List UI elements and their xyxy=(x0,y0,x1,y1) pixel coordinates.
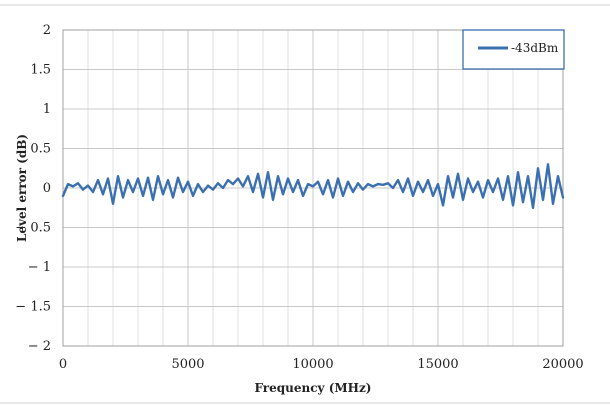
series-layer xyxy=(61,163,565,210)
y-tick-label: − 1.5 xyxy=(15,300,51,315)
y-tick-labels: 2 1.5 1 0.5 0 − 0.5 − 1 − 1.5 − 2 xyxy=(15,23,51,354)
y-tick-label: 1.5 xyxy=(30,63,51,78)
legend: -43dBm xyxy=(462,29,565,70)
y-tick-label: − 2 xyxy=(28,339,51,354)
plot-area xyxy=(62,29,564,347)
x-tick-label: 15000 xyxy=(417,357,458,372)
x-tick-label: 5000 xyxy=(171,357,204,372)
x-axis-title: Frequency (MHz) xyxy=(255,381,372,395)
y-tick-label: 2 xyxy=(43,23,51,38)
x-tick-label: 20000 xyxy=(542,357,583,372)
y-tick-label: 0 xyxy=(43,181,51,196)
legend-label: -43dBm xyxy=(511,41,559,55)
y-tick-label: 0.5 xyxy=(30,142,51,157)
series-line xyxy=(61,163,565,210)
y-tick-label: 1 xyxy=(43,102,51,117)
y-tick-label: − 0.5 xyxy=(15,221,51,236)
y-tick-label: − 1 xyxy=(28,260,51,275)
y-axis-title: Level error (dB) xyxy=(15,134,29,242)
x-tick-labels: 0 5000 10000 15000 20000 xyxy=(59,357,584,372)
x-tick-label: 0 xyxy=(59,357,67,372)
x-tick-label: 10000 xyxy=(292,357,333,372)
